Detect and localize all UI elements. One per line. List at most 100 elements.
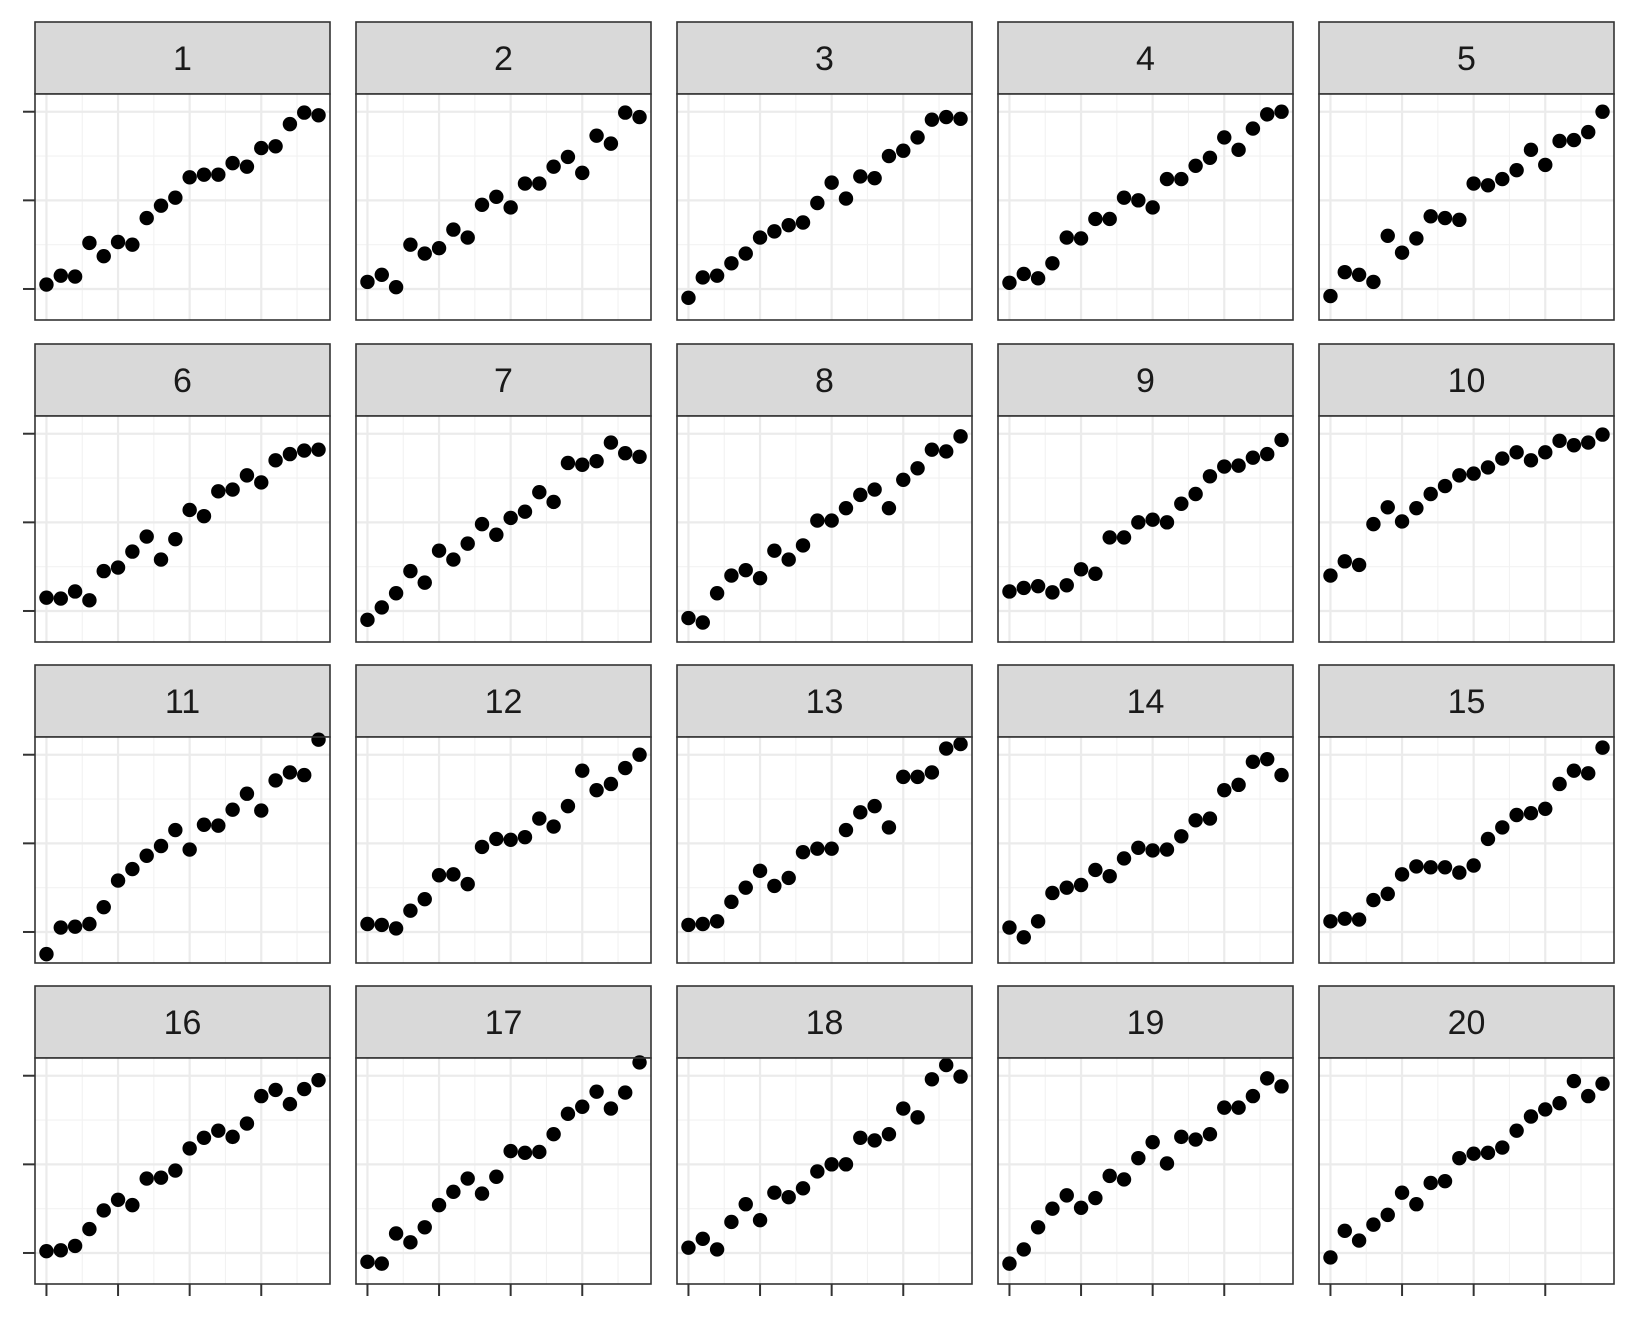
data-point: [431, 543, 447, 558]
data-point: [896, 1101, 911, 1116]
data-point: [1159, 842, 1175, 857]
data-point: [82, 235, 97, 251]
data-point: [546, 494, 561, 510]
data-point: [1102, 530, 1117, 545]
data-point: [153, 198, 169, 213]
data-point: [431, 241, 447, 256]
data-point: [1260, 107, 1275, 122]
data-point: [1509, 445, 1524, 460]
data-point: [1202, 150, 1218, 166]
data-point: [824, 513, 839, 528]
data-point: [182, 842, 197, 857]
data-point: [1174, 171, 1189, 187]
data-point: [1202, 469, 1218, 484]
data-point: [767, 1185, 782, 1200]
data-point: [1231, 777, 1246, 793]
data-point: [695, 615, 710, 630]
data-point: [881, 1127, 897, 1142]
data-point: [795, 538, 811, 553]
data-point: [1045, 256, 1060, 271]
data-point: [196, 817, 212, 832]
data-point: [910, 461, 925, 476]
panel-background: [1319, 94, 1614, 320]
facet-panel-8: 8: [676, 343, 973, 643]
data-point: [1188, 158, 1203, 173]
facet-panel-17: 17: [355, 985, 652, 1296]
data-point: [182, 502, 197, 518]
data-point: [1394, 245, 1410, 260]
data-point: [881, 500, 897, 516]
data-point: [1466, 1146, 1481, 1161]
data-point: [709, 1242, 725, 1257]
panel-background: [677, 416, 972, 642]
facet-panel-2: 2: [355, 21, 652, 321]
facet-strip-label: 10: [1448, 362, 1486, 400]
data-point: [1030, 578, 1046, 594]
data-point: [1437, 210, 1453, 226]
data-point: [110, 873, 126, 888]
data-point: [709, 586, 725, 601]
data-point: [724, 894, 739, 910]
data-point: [1552, 776, 1567, 792]
data-point: [489, 831, 504, 847]
data-point: [1566, 438, 1582, 453]
data-point: [1337, 264, 1352, 280]
data-point: [1131, 840, 1146, 855]
data-point: [1366, 892, 1381, 908]
data-point: [139, 529, 154, 544]
data-point: [1030, 1220, 1046, 1235]
facet-panel-15: 15: [1318, 664, 1615, 964]
facet-strip-label: 14: [1127, 683, 1165, 721]
data-point: [225, 482, 240, 497]
facet-strip-label: 2: [494, 40, 513, 78]
data-point: [1002, 920, 1017, 935]
data-point: [1116, 1172, 1132, 1187]
data-point: [96, 248, 111, 264]
data-point: [603, 776, 619, 792]
data-point: [781, 1189, 796, 1205]
data-point: [311, 108, 326, 123]
data-point: [1274, 104, 1289, 119]
data-point: [1452, 865, 1467, 880]
panel-border: [676, 1057, 973, 1285]
data-point: [618, 446, 633, 461]
data-point: [1217, 130, 1232, 145]
data-point: [1260, 1071, 1275, 1086]
data-point: [1394, 1185, 1410, 1200]
facet-panel-10: 10: [1318, 343, 1615, 643]
data-point: [867, 170, 882, 186]
data-point: [1174, 829, 1189, 844]
data-point: [489, 1169, 504, 1184]
data-point: [1337, 1223, 1352, 1239]
data-point: [838, 1157, 854, 1172]
data-point: [1595, 740, 1610, 755]
data-point: [1380, 500, 1395, 515]
data-point: [503, 510, 518, 526]
data-point: [82, 916, 97, 932]
data-point: [1437, 1173, 1453, 1189]
data-point: [1523, 453, 1539, 468]
panel-border: [34, 736, 331, 964]
data-point: [1059, 578, 1074, 593]
facet-panel-16: 16: [23, 985, 331, 1296]
data-point: [1274, 767, 1289, 783]
data-point: [1145, 200, 1160, 215]
data-point: [282, 765, 298, 780]
data-point: [139, 1171, 154, 1186]
data-point: [896, 769, 911, 785]
panel-background: [356, 416, 651, 642]
data-point: [211, 1123, 226, 1138]
data-point: [153, 838, 169, 854]
data-point: [618, 105, 633, 120]
data-point: [1581, 124, 1596, 140]
data-point: [1423, 209, 1438, 224]
data-point: [297, 767, 312, 783]
data-point: [924, 1072, 940, 1087]
data-point: [39, 590, 54, 605]
facet-strip: [997, 21, 1294, 95]
data-point: [575, 763, 590, 778]
panel-background: [1319, 1058, 1614, 1284]
data-point: [1016, 1242, 1031, 1257]
data-point: [168, 531, 183, 547]
data-point: [752, 230, 768, 245]
